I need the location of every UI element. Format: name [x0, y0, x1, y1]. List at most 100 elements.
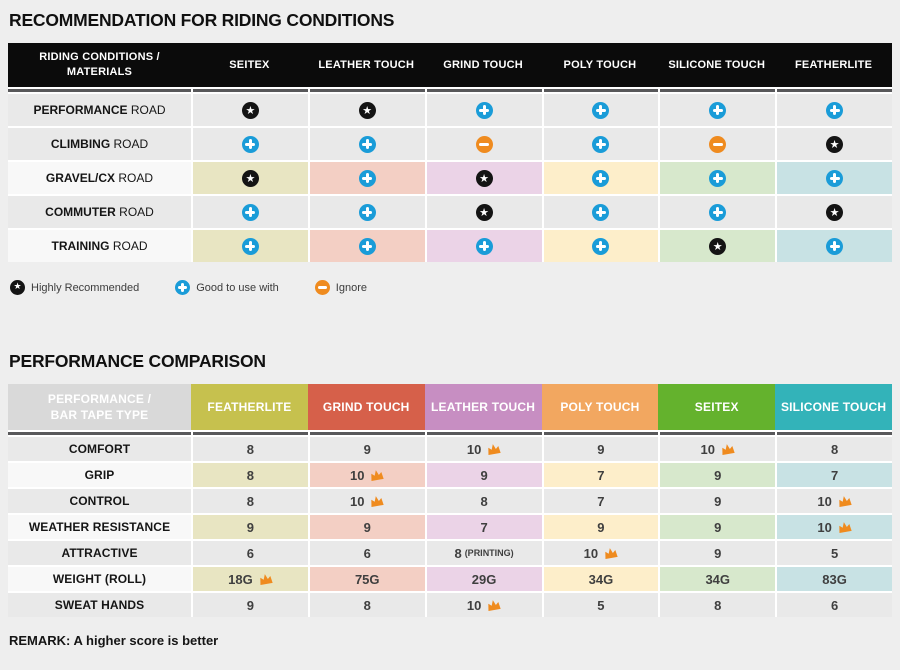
score-cell: 9 — [660, 541, 776, 565]
score-value: 5 — [830, 545, 839, 561]
plus-icon — [592, 101, 610, 119]
score-cell: 75G — [309, 567, 425, 591]
column-header-grind-touch: GRIND TOUCH — [443, 58, 523, 71]
recommendation-cell — [309, 128, 425, 160]
score-value: 9 — [363, 519, 371, 535]
recommendation-table: RIDING CONDITIONS / MATERIALS SEITEX LEATHE… — [8, 43, 892, 262]
recommendation-cell — [543, 162, 659, 194]
score-cell: 9 — [660, 515, 776, 539]
score-cell: 6 — [193, 541, 308, 565]
crown-icon — [488, 600, 501, 612]
performance-table: PERFORMANCE / BAR TAPE TYPE FEATHERLITE GRI… — [8, 384, 892, 617]
performance-header-label: PERFORMANCE / BAR TAPE TYPE — [8, 384, 191, 430]
legend-item-good-to-use-with: Good to use with — [175, 280, 279, 295]
recommendation-cell — [193, 196, 308, 228]
score-value: 7 — [830, 467, 839, 483]
score-value: 10 — [583, 545, 599, 561]
column-header-leather-touch: LEATHER TOUCH — [424, 384, 542, 430]
row-label-text: CONTROL — [69, 494, 130, 508]
score-cell: 9 — [309, 437, 425, 461]
score-cell: 10 — [309, 463, 425, 487]
score-cell: 6 — [777, 593, 892, 617]
score-value: 6 — [830, 597, 839, 613]
score-value: 7 — [597, 467, 605, 483]
table-row-grip: GRIP 8 10 9 7 9 7 — [8, 463, 892, 487]
recommendation-cell — [777, 94, 892, 126]
score-cell: 8 — [660, 593, 776, 617]
table-row-attractive: ATTRACTIVE 6 6 8 (PRINTING) 10 9 5 — [8, 541, 892, 565]
crown-icon — [722, 444, 735, 456]
header-rule-segment — [426, 432, 542, 435]
recommendation-cell — [193, 128, 308, 160]
plus-icon — [358, 169, 376, 187]
page: RECOMMENDATION FOR RIDING CONDITIONS RID… — [0, 0, 900, 648]
header-rule-segment — [8, 89, 191, 92]
score-cell: 10 — [777, 489, 892, 513]
header-label-line: RIDING CONDITIONS / — [39, 51, 160, 64]
header-rule-segment — [309, 432, 425, 435]
column-header-seitex: SEITEX — [658, 384, 776, 430]
score-value: 10 — [466, 441, 482, 457]
score-value: 34G — [705, 571, 731, 587]
score-cell: 5 — [543, 593, 659, 617]
score-cell: 6 — [309, 541, 425, 565]
plus-icon — [241, 203, 259, 221]
plus-icon — [358, 237, 376, 255]
row-label-bold: COMMUTER — [45, 205, 116, 219]
star-icon — [826, 203, 844, 221]
row-label: GRIP — [8, 463, 191, 487]
minus-icon — [475, 135, 493, 153]
score-value: 10 — [700, 441, 715, 457]
star-icon — [10, 280, 25, 295]
row-label: SWEAT HANDS — [8, 593, 191, 617]
recommendation-cell — [777, 230, 892, 262]
score-cell: 9 — [193, 515, 308, 539]
row-label: COMFORT — [8, 437, 191, 461]
star-icon — [358, 101, 376, 119]
legend-label: Good to use with — [196, 281, 279, 294]
legend-label: Highly Recommended — [31, 281, 140, 294]
score-value: 75G — [354, 571, 380, 587]
table-row-comfort: COMFORT 8 9 10 9 10 8 — [8, 437, 892, 461]
recommendation-cell — [660, 162, 776, 194]
score-cell: 8 (PRINTING) — [426, 541, 542, 565]
score-value: 18G — [228, 571, 253, 587]
star-icon — [475, 203, 493, 221]
plus-icon — [592, 135, 610, 153]
column-header-seitex: SEITEX — [229, 58, 270, 71]
score-cell: 8 — [426, 489, 542, 513]
riding-conditions-header-label: RIDING CONDITIONS / MATERIALS — [8, 43, 191, 87]
plus-icon — [475, 237, 493, 255]
recommendation-cell — [660, 196, 776, 228]
plus-icon — [592, 169, 610, 187]
legend-label: Ignore — [335, 281, 367, 294]
star-icon — [241, 169, 259, 187]
crown-icon — [839, 496, 852, 508]
crown-icon — [371, 470, 385, 482]
row-label-text: WEIGHT (ROLL) — [52, 572, 147, 586]
recommendation-cell — [543, 94, 659, 126]
recommendation-cell — [660, 230, 776, 262]
performance-table-body: COMFORT 8 9 10 9 10 8 GRIP 8 10 9 7 9 7 CONTROL 8 10 8 7 9 1… — [8, 437, 892, 617]
score-cell: 8 — [193, 463, 308, 487]
score-cell: 9 — [193, 593, 308, 617]
recommendation-cell — [193, 230, 308, 262]
plus-icon — [475, 101, 493, 119]
table-row-control: CONTROL 8 10 8 7 9 10 — [8, 489, 892, 513]
recommendation-cell — [193, 94, 308, 126]
performance-section: PERFORMANCE COMPARISON PERFORMANCE / BAR … — [8, 351, 892, 648]
score-value: 9 — [246, 519, 255, 535]
recommendation-cell — [193, 162, 308, 194]
recommendation-cell — [543, 230, 659, 262]
score-value: 10 — [817, 493, 832, 509]
recommendation-cell — [660, 128, 776, 160]
score-value: 6 — [246, 545, 255, 561]
table-row-commuter: COMMUTER ROAD — [8, 196, 892, 228]
score-cell: 9 — [426, 463, 542, 487]
star-icon — [709, 237, 727, 255]
header-label-line: BAR TAPE TYPE — [50, 408, 149, 422]
row-label-text: CLIMBING ROAD — [50, 137, 149, 151]
row-label: WEATHER RESISTANCE — [8, 515, 191, 539]
score-value: 9 — [714, 467, 722, 483]
header-rule-segment — [193, 432, 308, 435]
